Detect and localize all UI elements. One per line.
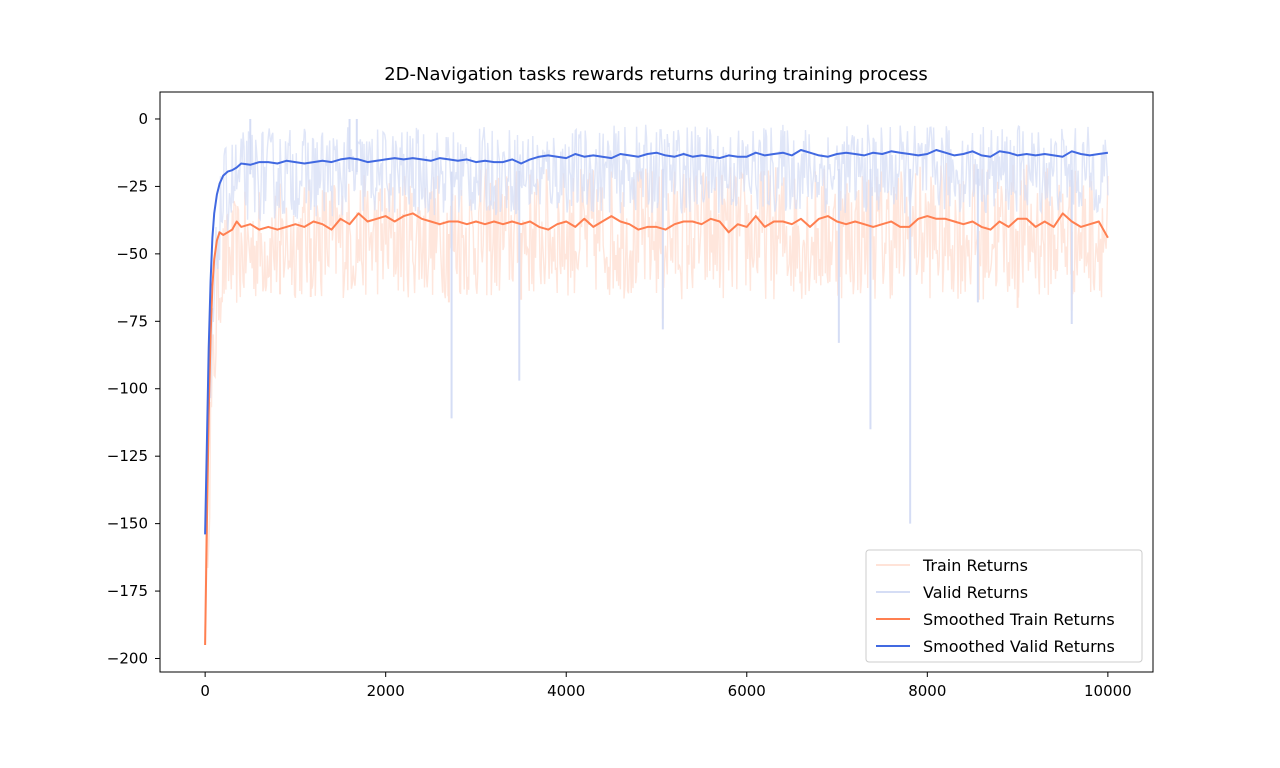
series-line-smoothed-train-returns bbox=[204, 212, 1109, 646]
legend-label: Valid Returns bbox=[923, 583, 1028, 602]
x-axis: 0 2000 4000 6000 8000 10000 bbox=[200, 672, 1132, 700]
legend-box bbox=[865, 549, 1143, 663]
x-tick-label: 2000 bbox=[367, 682, 405, 700]
series-line-smoothed-valid-returns bbox=[204, 149, 1109, 535]
legend-label: Train Returns bbox=[922, 556, 1028, 575]
y-tick-label: 0 bbox=[138, 110, 148, 128]
y-axis: 0 −25 −50 −75 −100 −125 −150 −175 −200 bbox=[107, 110, 160, 668]
y-tick-label: −200 bbox=[107, 650, 148, 668]
y-tick-label: −75 bbox=[116, 312, 148, 330]
series-line-valid-returns bbox=[204, 124, 1109, 531]
y-tick-label: −100 bbox=[107, 380, 148, 398]
y-tick-label: −25 bbox=[116, 177, 148, 195]
x-tick-label: 8000 bbox=[908, 682, 946, 700]
plot-area-frame bbox=[159, 91, 1154, 673]
chart-title: 2D-Navigation tasks rewards returns duri… bbox=[384, 64, 928, 85]
legend-label: Smoothed Valid Returns bbox=[923, 637, 1115, 656]
x-tick-label: 10000 bbox=[1084, 682, 1132, 700]
x-tick-label: 4000 bbox=[547, 682, 585, 700]
legend-label: Smoothed Train Returns bbox=[923, 610, 1115, 629]
x-tick-label: 0 bbox=[200, 682, 210, 700]
smoothed-returns-layer bbox=[204, 149, 1109, 646]
legend: Train Returns Valid Returns Smoothed Train… bbox=[865, 549, 1143, 663]
y-tick-label: −50 bbox=[116, 245, 148, 263]
raw-returns-layer bbox=[204, 118, 1109, 635]
y-tick-label: −150 bbox=[107, 515, 148, 533]
series-line-train-returns bbox=[204, 162, 1109, 635]
x-tick-label: 6000 bbox=[728, 682, 766, 700]
y-tick-label: −125 bbox=[107, 447, 148, 465]
y-tick-label: −175 bbox=[107, 582, 148, 600]
